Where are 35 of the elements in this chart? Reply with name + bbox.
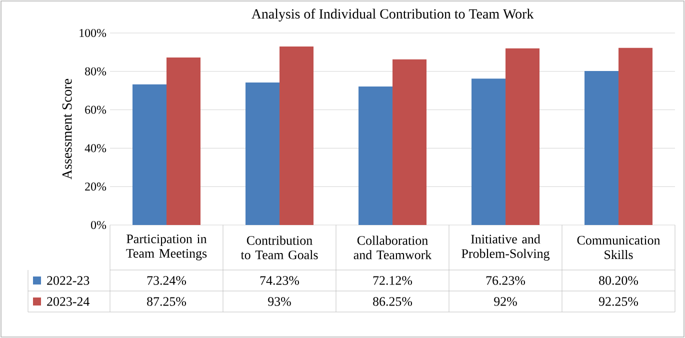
y-axis-title: Assessment Score [62, 78, 72, 180]
data-label: 72.12% [373, 276, 412, 285]
bar [246, 82, 280, 225]
bar [166, 57, 201, 225]
bar [506, 48, 540, 225]
y-tick-label: 0% [91, 220, 106, 230]
data-label: 80.20% [599, 276, 638, 285]
data-label: 76.23% [486, 276, 526, 285]
bar [358, 86, 393, 225]
x-tick-label: Participation in Team Meetings [126, 234, 207, 260]
x-tick-label: Communication Skills [577, 236, 660, 260]
data-label: 92.25% [598, 297, 638, 306]
bar [472, 78, 506, 225]
bar [132, 84, 167, 225]
bar [392, 59, 427, 225]
data-label: 74.23% [260, 276, 300, 285]
legend-label: 2022-23 [47, 276, 90, 285]
y-tick-label: 60% [85, 106, 106, 114]
data-label: 92% [494, 297, 517, 306]
y-tick-label: 20% [85, 182, 106, 191]
chart-title: Analysis of Individual Contribution to Team Work [252, 8, 534, 22]
data-label: 93% [268, 297, 291, 306]
x-tick-label: Collaboration and Teamwork [354, 236, 432, 260]
y-tick-label: 80% [85, 67, 106, 76]
bar [280, 46, 314, 225]
data-label: 73.24% [147, 276, 186, 285]
x-tick-label: Initiative and Problem-Solving [462, 234, 550, 261]
y-tick-label: 40% [84, 144, 106, 152]
bar [618, 48, 653, 225]
data-label: 86.25% [373, 297, 412, 306]
y-tick-label: 100% [80, 28, 106, 38]
legend-label: 2023-24 [47, 297, 90, 306]
bar [584, 71, 619, 225]
x-tick-label: Contribution to Team Goals [240, 236, 318, 260]
data-label: 87.25% [147, 297, 186, 306]
